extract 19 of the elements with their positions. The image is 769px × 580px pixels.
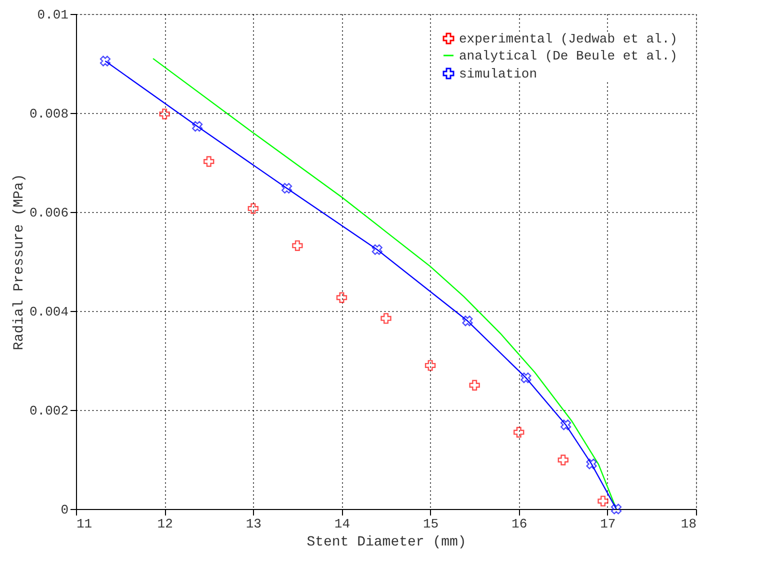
y-tick-label: 0.006 [29,206,68,220]
x-tick-label: 12 [157,516,173,532]
x-tick-label: 18 [680,516,696,532]
legend-label: experimental (Jedwab et al.) [459,32,678,46]
x-tick-label: 11 [76,516,92,532]
x-tick-label: 15 [422,516,439,532]
y-tick-label: 0 [60,502,68,518]
y-tick-label: 0.01 [37,8,69,22]
x-axis-title: Stent Diameter (mm) [306,534,466,550]
x-tick-label: 17 [600,516,616,532]
legend-label: analytical (De Beule et al.) [459,48,678,64]
y-tick-label: 0.004 [29,304,69,320]
x-tick-label: 13 [246,516,262,532]
x-tick-label: 14 [334,516,350,532]
x-tick-label: 16 [512,516,528,532]
y-tick-label: 0.002 [29,404,68,418]
y-axis-title: Radial Pressure (MPa) [11,174,28,350]
y-tick-label: 0.008 [29,106,68,122]
legend-label: simulation [459,66,538,82]
